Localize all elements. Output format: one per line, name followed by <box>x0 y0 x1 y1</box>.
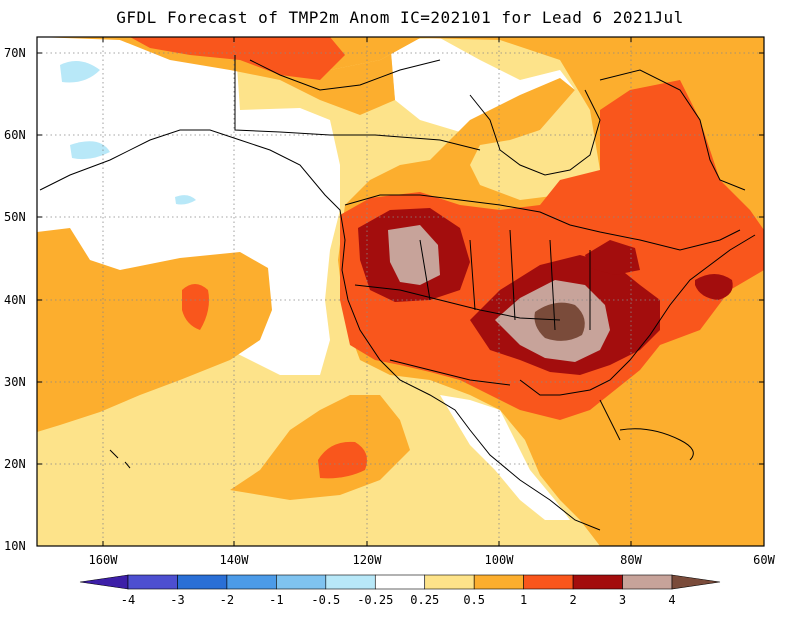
lon-label-140w: 140W <box>220 553 250 567</box>
zone-brown-central <box>534 302 585 341</box>
colorbar-label: 3 <box>619 593 626 607</box>
zone-darkred-east <box>695 274 733 300</box>
anomaly-field <box>37 37 764 546</box>
lat-label-40n: 40N <box>4 293 26 307</box>
lon-ticks <box>102 37 632 546</box>
zone-mauve-west <box>388 225 440 285</box>
map-frame <box>36 36 765 547</box>
zone-orange-northpac <box>120 37 420 115</box>
lon-labels: 160W 140W 120W 100W 80W 60W <box>89 553 776 567</box>
zone-orange-pacific <box>37 228 272 432</box>
lat-label-60n: 60N <box>4 128 26 142</box>
zone-cool-alaska <box>70 141 110 160</box>
lon-label-80w: 80W <box>620 553 642 567</box>
lat-label-30n: 30N <box>4 375 26 389</box>
colorbar-segment <box>325 574 376 590</box>
graticule <box>37 37 764 546</box>
colorbar-segment <box>226 574 277 590</box>
zone-redorange-pacific <box>182 284 209 330</box>
lat-label-20n: 20N <box>4 457 26 471</box>
zone-cool-bering <box>60 61 100 83</box>
colorbar-label: 4 <box>668 593 675 607</box>
zone-cool-gulf <box>175 195 196 205</box>
colorbar-label: -0.5 <box>311 593 340 607</box>
colorbar-segment <box>523 574 574 590</box>
colorbar-segment <box>374 574 426 590</box>
colorbar-label: -4 <box>121 593 135 607</box>
colorbar-arrow-low <box>79 574 129 590</box>
map-title: GFDL Forecast of TMP2m Anom IC=202101 fo… <box>116 8 684 27</box>
lon-label-120w: 120W <box>353 553 383 567</box>
colorbar-segment <box>276 574 327 590</box>
lat-label-50n: 50N <box>4 210 26 224</box>
colorbar-label: -2 <box>220 593 234 607</box>
lat-label-70n: 70N <box>4 46 26 60</box>
lat-labels: 10N 20N 30N 40N 50N 60N 70N <box>4 46 26 553</box>
lat-ticks <box>37 52 764 547</box>
colorbar-segment <box>424 574 475 590</box>
zone-neutral-mexico <box>440 395 570 520</box>
colorbar-label: 1 <box>520 593 527 607</box>
colorbar: -4 -3 -2 -1 -0.5 -0.25 0.25 0.5 1 2 3 4 <box>79 574 721 607</box>
lon-label-160w: 160W <box>89 553 119 567</box>
colorbar-segment <box>177 574 228 590</box>
colorbar-segment <box>127 574 178 590</box>
colorbar-label: 0.25 <box>410 593 439 607</box>
colorbar-segment <box>572 574 623 590</box>
colorbar-label: 0.5 <box>463 593 485 607</box>
colorbar-segment <box>473 574 524 590</box>
colorbar-label: -0.25 <box>357 593 393 607</box>
lat-label-10n: 10N <box>4 539 26 553</box>
lon-label-60w: 60W <box>753 553 775 567</box>
colorbar-label: -1 <box>269 593 283 607</box>
colorbar-label: -3 <box>170 593 184 607</box>
zone-redorange-subtropic <box>318 441 368 479</box>
lon-label-100w: 100W <box>485 553 515 567</box>
zone-darkred-great-lakes <box>585 240 640 275</box>
colorbar-segment <box>622 574 673 590</box>
zone-orange-subtropic <box>230 395 410 500</box>
colorbar-label: 2 <box>569 593 576 607</box>
coastlines <box>39 55 756 531</box>
zone-redorange-continent <box>340 80 764 420</box>
zone-redorange-arctic <box>130 37 345 80</box>
colorbar-arrow-high <box>671 574 721 590</box>
